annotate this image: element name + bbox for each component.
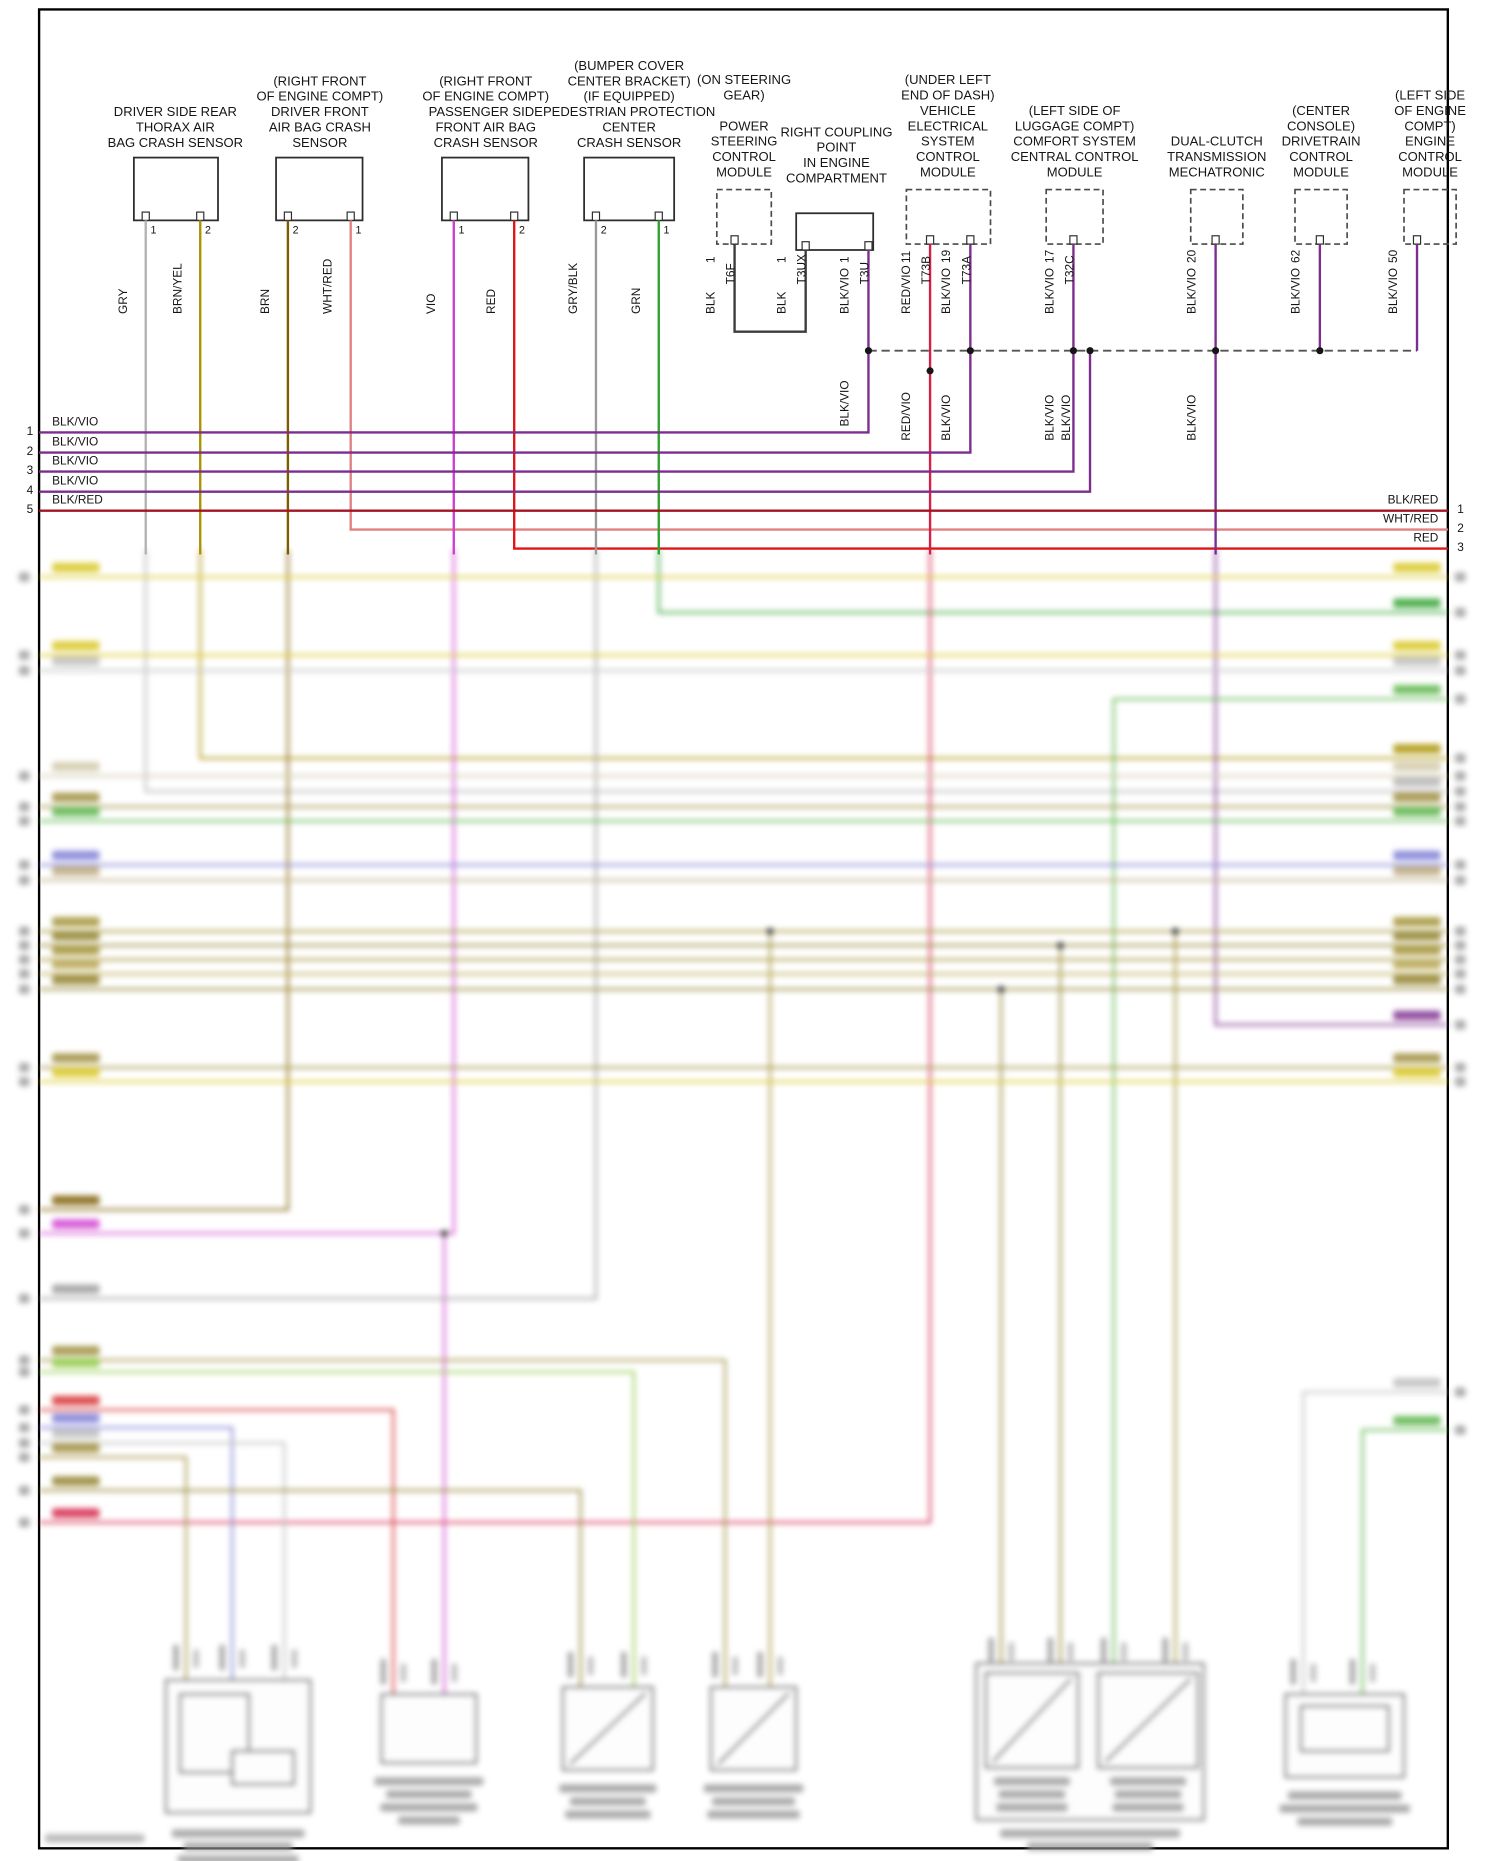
wire-color-label: BLK/VIO	[1387, 267, 1401, 314]
bus-wire-label: BLK/VIO	[1060, 394, 1074, 441]
pin-number: 62	[1290, 249, 1304, 264]
rail-number: 5	[26, 503, 34, 517]
wire-color-label: BRN/YEL	[171, 263, 185, 314]
connector-label: T73A	[960, 256, 974, 285]
pin-number: 1	[776, 256, 790, 264]
wire-blk-vio	[39, 244, 1075, 473]
rail-wire-label: WHT/RED	[1383, 513, 1439, 527]
component-label: DRIVER SIDE REAR THORAX AIR BAG CRASH SE…	[107, 105, 244, 151]
component-label: (LEFT SIDE OF ENGINE COMPT) ENGINE CONTR…	[1394, 88, 1466, 181]
blurred-lower-region	[18, 549, 1466, 1861]
bus-wire-label: BLK/VIO	[838, 380, 852, 427]
rail-wire-label: BLK/RED	[1387, 494, 1439, 508]
connector-label: T3UX	[796, 254, 810, 285]
connector-label: T32C	[1063, 255, 1077, 285]
rail-wire-label: BLK/VIO	[52, 436, 99, 450]
pin-number: 11	[900, 250, 914, 264]
wire-color-label: BLK	[776, 291, 790, 314]
rail-number: 3	[1457, 541, 1464, 555]
rail-number: 4	[26, 484, 34, 498]
pin-number: 17	[1043, 249, 1057, 264]
wire-color-label: BLK	[704, 291, 718, 314]
wire-color-label: BLK/VIO	[838, 267, 852, 314]
pin-number: 1	[838, 256, 852, 264]
component-label: (CENTER CONSOLE) DRIVETRAIN CONTROL MODU…	[1281, 104, 1361, 181]
pin-number: 2	[518, 223, 525, 236]
rail-number: 3	[26, 464, 34, 478]
wire-red	[513, 220, 1448, 550]
rail-wire-label: BLK/VIO	[52, 454, 99, 468]
connector-label: T3U	[858, 261, 873, 285]
wire-color-label: VIO	[425, 293, 439, 314]
wire-blk-vio	[39, 249, 870, 434]
wire-color-label: BLK/VIO	[940, 267, 954, 314]
pin-number: 1	[704, 256, 718, 264]
wire-blk	[733, 244, 807, 333]
rail-number: 1	[26, 425, 34, 439]
wire-wht-red	[349, 220, 1448, 531]
component-label: (BUMPER COVER CENTER BRACKET) (IF EQUIPP…	[542, 59, 716, 151]
component-label: RIGHT COUPLING POINT IN ENGINE COMPARTME…	[780, 125, 893, 187]
rail-wire-label: BLK/RED	[52, 494, 103, 508]
component-label: DUAL-CLUTCH TRANSMISSION MECHATRONIC	[1167, 135, 1267, 181]
rail-number: 2	[26, 445, 34, 459]
wire-blk-vio	[39, 244, 972, 454]
pin-number: 20	[1185, 249, 1200, 264]
rail-wire-label: RED	[1413, 531, 1439, 546]
component-label: (RIGHT FRONT OF ENGINE COMPT) DRIVER FRO…	[256, 74, 384, 151]
wire-color-label: RED	[485, 288, 499, 314]
pin-number: 50	[1387, 249, 1401, 264]
bus-wire-label: BLK/VIO	[940, 394, 954, 441]
wire-color-label: BLK/VIO	[1185, 267, 1200, 314]
wire-color-label: RED/VIO	[900, 265, 914, 314]
wire-blk-vio	[39, 350, 1092, 493]
pin-number: 1	[150, 223, 157, 236]
pin-number: 2	[292, 223, 299, 236]
wire-color-label: BLK/VIO	[1290, 267, 1304, 314]
rail-wire-label: BLK/VIO	[52, 415, 99, 429]
component-label: (ON STEERING GEAR) POWER STEERING CONTRO…	[696, 73, 792, 181]
bus-wire-label: BLK/VIO	[1185, 394, 1200, 441]
component-label: (LEFT SIDE OF LUGGAGE COMPT) COMFORT SYS…	[1010, 104, 1139, 181]
pin-number: 1	[458, 223, 465, 236]
pin-number: 1	[663, 223, 670, 236]
wire-color-label: BLK/VIO	[1043, 267, 1057, 314]
pin-number: 19	[940, 249, 954, 264]
bus-wire-label: RED/VIO	[900, 392, 914, 441]
wire-color-label: GRY	[117, 288, 131, 314]
pin-number: 1	[355, 223, 362, 236]
clear-layer	[37, 8, 1457, 1850]
rail-number: 2	[1457, 522, 1464, 536]
pin-number: 2	[600, 223, 607, 236]
connector-label: T6F	[725, 263, 739, 285]
component-label: (UNDER LEFT END OF DASH) VEHICLE ELECTRI…	[901, 73, 995, 181]
wire-color-label: BRN	[259, 288, 273, 314]
pin-number: 2	[204, 223, 211, 236]
bus-wire-label: BLK/VIO	[1043, 394, 1057, 441]
rail-number: 1	[1457, 503, 1464, 517]
wire-color-label: GRY/BLK	[567, 262, 581, 314]
connector-label: T73B	[920, 256, 934, 285]
wire-color-label: GRN	[630, 287, 644, 314]
rail-wire-label: BLK/VIO	[52, 475, 99, 489]
wire-color-label: WHT/RED	[322, 258, 336, 314]
component-label: (RIGHT FRONT OF ENGINE COMPT) PASSENGER …	[422, 74, 550, 151]
